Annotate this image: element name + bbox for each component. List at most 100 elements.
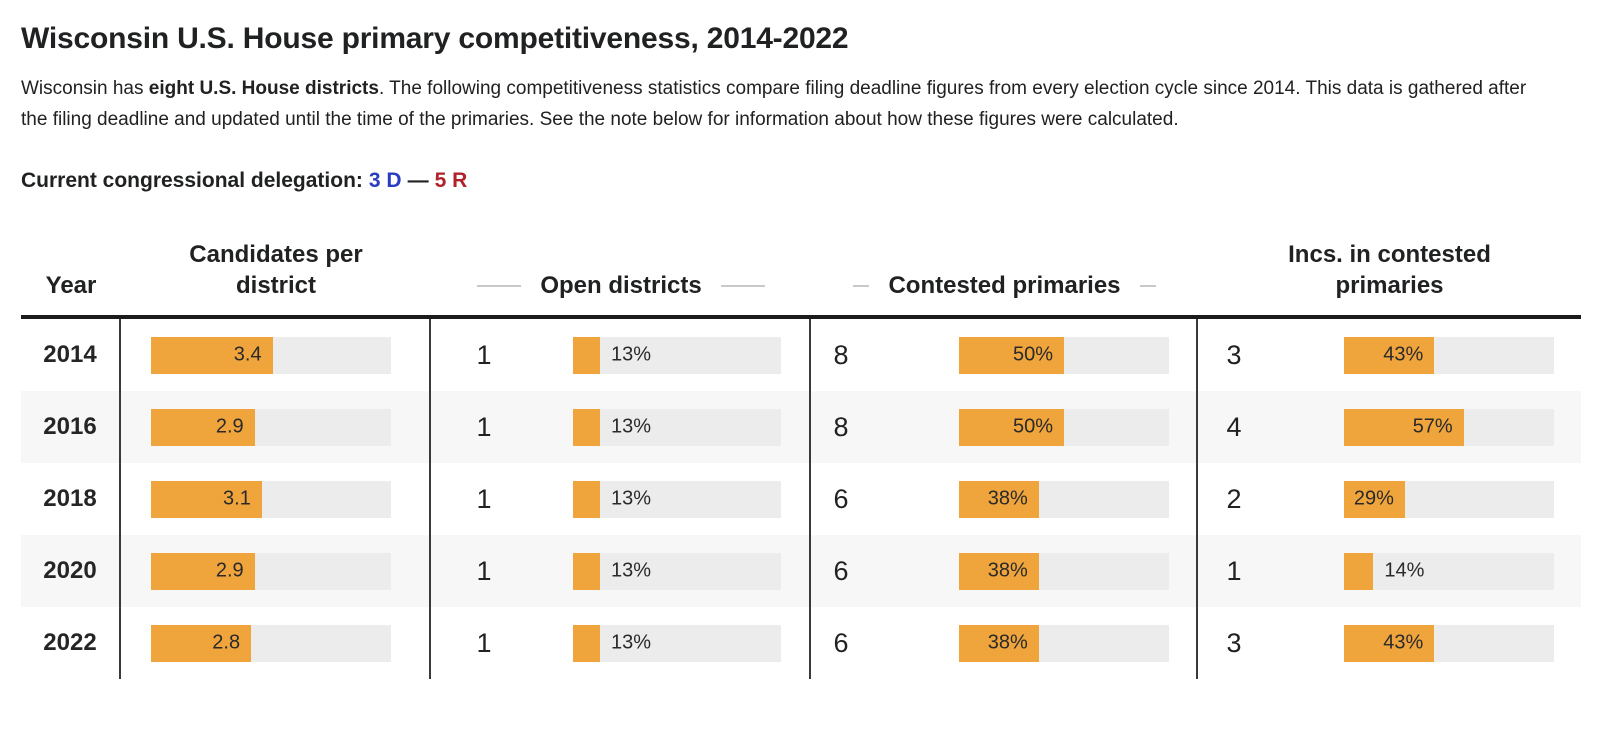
column-header-year: Year [45,272,97,299]
open-districts-count: 1 [476,339,492,370]
contested-primaries-bar-label: 38% [987,631,1028,654]
contested-primaries-bar-track: 38% [959,624,1169,662]
candidates-bar-label: 2.8 [212,631,241,654]
table-row: 2022 2.8 1 13% 6 38% 3 43 [21,607,1581,679]
candidates-bar-track: 3.1 [151,480,391,518]
intro-text-pre: Wisconsin has [21,78,149,99]
incs-count: 2 [1226,483,1242,514]
open-districts-bar-track: 13% [573,336,781,374]
contested-primaries-bar-fill [959,624,1039,662]
incs-in-contested-primaries-cell: 4 57% [1198,391,1581,463]
incs-bar-label: 29% [1353,487,1394,510]
column-header-open-districts: Open districts [431,270,811,301]
candidates-per-district-cell: 2.9 [121,535,431,607]
incs-bar-track: 57% [1344,408,1554,446]
incs-in-contested-primaries-cell: 3 43% [1198,607,1581,679]
contested-primaries-cell: 6 38% [811,607,1198,679]
delegation-label: Current congressional delegation: [21,169,363,192]
contested-primaries-bar-label: 38% [987,559,1028,582]
year-label: 2020 [43,557,97,584]
year-cell: 2016 [21,391,121,463]
contested-primaries-bar-track: 50% [959,408,1169,446]
contested-primaries-cell: 8 50% [811,391,1198,463]
table-row: 2018 3.1 1 13% 6 38% 2 29 [21,463,1581,535]
incs-in-contested-primaries-cell: 3 43% [1198,319,1581,391]
incs-bar-fill [1344,336,1435,374]
page: Wisconsin U.S. House primary competitive… [21,22,1581,679]
year-cell: 2014 [21,319,121,391]
table-body: 2014 3.4 1 13% 8 50% 3 4 3 [21,319,1581,679]
contested-primaries-count: 8 [833,339,849,370]
year-label: 2014 [43,341,97,368]
candidates-bar-track: 2.8 [151,624,391,662]
year-label: 2018 [43,485,97,512]
incs-bar-fill [1344,552,1374,590]
open-districts-count: 1 [476,555,492,586]
contested-primaries-count: 6 [833,555,849,586]
year-label: 2016 [43,413,97,440]
open-districts-cell: 1 13% [431,607,811,679]
candidates-bar-fill [151,480,263,518]
contested-primaries-bar-fill [959,552,1039,590]
contested-primaries-bar-fill [959,480,1039,518]
incs-count: 1 [1226,555,1242,586]
year-cell: 2020 [21,535,121,607]
incs-count: 3 [1226,627,1242,658]
open-districts-bar-track: 13% [573,408,781,446]
contested-primaries-bar-label: 50% [1013,343,1054,366]
candidates-bar-fill [151,408,255,446]
table-row: 2014 3.4 1 13% 8 50% 3 43 [21,319,1581,391]
open-districts-bar-track: 13% [573,552,781,590]
contested-primaries-count: 6 [833,627,849,658]
open-districts-bar-label: 13% [611,487,652,510]
contested-primaries-count: 8 [833,411,849,442]
contested-primaries-bar-fill [959,336,1064,374]
open-districts-bar-label: 13% [611,343,652,366]
table-header-row: Year Candidates per district Open distri… [21,239,1581,319]
open-districts-count: 1 [476,483,492,514]
candidates-bar-track: 2.9 [151,408,391,446]
open-districts-bar-fill [573,408,601,446]
intro-text-bold: eight U.S. House districts [148,78,379,99]
incs-bar-label: 43% [1383,631,1424,654]
year-cell: 2018 [21,463,121,535]
incs-bar-fill [1344,408,1464,446]
contested-primaries-bar-track: 50% [959,336,1169,374]
incs-bar-track: 43% [1344,624,1554,662]
incs-bar-label: 43% [1383,343,1424,366]
contested-primaries-bar-label: 38% [987,487,1028,510]
candidates-bar-label: 2.9 [215,559,244,582]
incs-bar-label: 14% [1384,559,1425,582]
delegation-separator: — [407,169,429,192]
incs-bar-fill [1344,624,1435,662]
incs-count: 4 [1226,411,1242,442]
candidates-per-district-cell: 2.8 [121,607,431,679]
open-districts-cell: 1 13% [431,535,811,607]
open-districts-cell: 1 13% [431,463,811,535]
intro-text-post: . The following competitiveness statisti… [21,78,1527,130]
incs-bar-track: 14% [1344,552,1554,590]
delegation-republicans: 5 R [434,169,468,192]
open-districts-bar-fill [573,336,601,374]
contested-primaries-bar-track: 38% [959,552,1169,590]
incs-bar-fill [1344,480,1405,518]
open-districts-bar-label: 13% [611,415,652,438]
delegation-line: Current congressional delegation: 3 D —5 R [21,169,1580,193]
column-header-contested-primaries: Contested primaries [811,270,1198,301]
candidates-per-district-cell: 2.9 [121,391,431,463]
open-districts-bar-track: 13% [573,624,781,662]
column-header-candidates-per-district: Candidates per district [189,241,363,299]
open-districts-bar-track: 13% [573,480,781,518]
contested-primaries-cell: 8 50% [811,319,1198,391]
candidates-per-district-cell: 3.4 [121,319,431,391]
open-districts-cell: 1 13% [431,391,811,463]
candidates-per-district-cell: 3.1 [121,463,431,535]
incs-bar-track: 29% [1344,480,1554,518]
competitiveness-table: Year Candidates per district Open distri… [21,239,1581,679]
candidates-bar-label: 3.4 [233,343,262,366]
contested-primaries-cell: 6 38% [811,463,1198,535]
page-title: Wisconsin U.S. House primary competitive… [21,22,849,55]
incs-bar-track: 43% [1344,336,1554,374]
candidates-bar-fill [151,552,255,590]
candidates-bar-fill [151,624,252,662]
